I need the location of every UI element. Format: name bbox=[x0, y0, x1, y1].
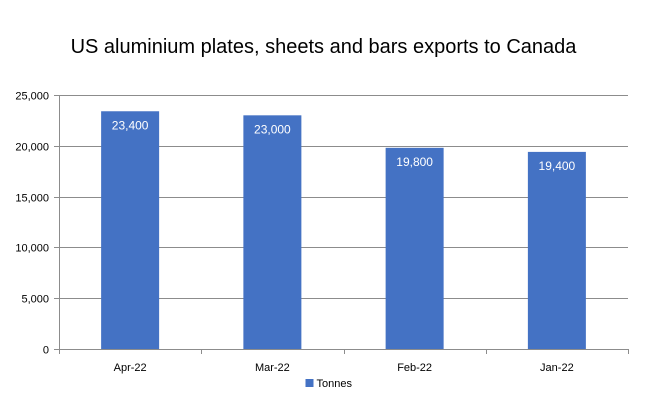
y-tick-label: 10,000 bbox=[15, 243, 49, 255]
y-tick-label: 15,000 bbox=[15, 193, 49, 205]
x-tick-label: Apr-22 bbox=[114, 362, 147, 374]
bar bbox=[527, 151, 586, 349]
x-tick-label: Mar-22 bbox=[255, 362, 290, 374]
y-tick-label: 5,000 bbox=[21, 294, 49, 306]
x-tick-label: Jan-22 bbox=[540, 362, 574, 374]
y-tick-label: 0 bbox=[43, 345, 49, 357]
y-tick-label: 25,000 bbox=[15, 91, 49, 103]
bar bbox=[243, 115, 302, 349]
data-label: 19,800 bbox=[396, 155, 433, 169]
legend-label: Tonnes bbox=[317, 378, 353, 390]
data-label: 19,400 bbox=[539, 159, 576, 173]
x-tick-label: Feb-22 bbox=[397, 362, 432, 374]
bar bbox=[101, 111, 160, 349]
data-label: 23,000 bbox=[254, 122, 291, 136]
legend-swatch bbox=[305, 379, 314, 387]
data-label: 23,400 bbox=[112, 118, 149, 132]
y-tick-label: 20,000 bbox=[15, 142, 49, 154]
bar bbox=[385, 147, 444, 349]
chart-title: US aluminium plates, sheets and bars exp… bbox=[70, 36, 577, 58]
